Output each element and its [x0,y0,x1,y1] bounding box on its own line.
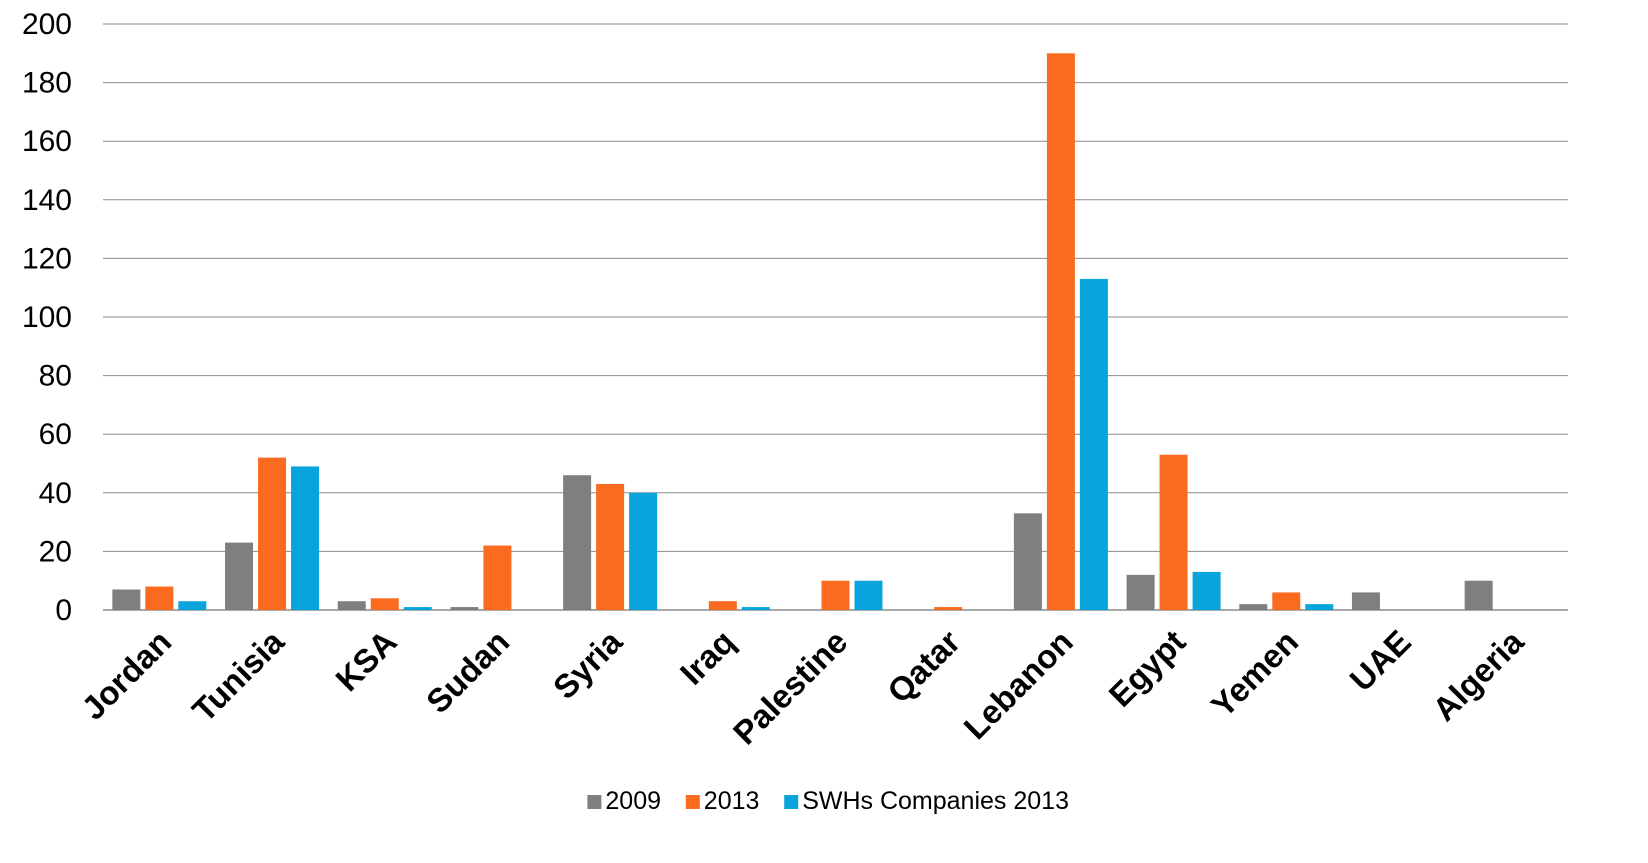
bar-yemen-series-1 [1272,592,1301,610]
y-tick-label: 0 [55,594,72,627]
bar-tunisia-series-0 [225,542,254,610]
bar-algeria-series-0 [1464,580,1493,610]
bar-sudan-series-0 [450,607,479,610]
x-tick-label: Yemen [1204,623,1305,724]
legend-label: 2009 [605,787,661,815]
bar-jordan-series-0 [112,589,141,610]
x-tick-label: Jordan [74,623,178,727]
bar-sudan-series-1 [483,545,512,610]
bar-egypt-series-1 [1159,454,1188,610]
y-tick-label: 120 [22,242,72,275]
bar-qatar-series-1 [934,607,963,610]
y-tick-label: 180 [22,67,72,100]
bar-iraq-series-2 [741,607,770,610]
y-tick-label: 160 [22,125,72,158]
x-tick-label: Egypt [1102,623,1193,714]
x-tick-label: Palestine [726,623,855,752]
bar-lebanon-series-2 [1079,278,1108,610]
bar-ksa-series-0 [337,601,366,610]
y-tick-label: 140 [22,184,72,217]
x-tick-label: Tunisia [185,622,292,729]
x-tick-label: Algeria [1425,622,1531,728]
bar-egypt-series-2 [1192,571,1221,610]
bar-tunisia-series-1 [258,457,287,610]
x-tick-label: KSA [328,623,403,698]
bar-yemen-series-2 [1305,604,1334,610]
x-tick-label: UAE [1342,623,1417,698]
legend: 2009 2013 SWHs Companies 2013 [587,787,1069,815]
bar-ksa-series-2 [403,607,432,610]
grid-layer [103,23,1568,611]
legend-swatch [784,795,799,809]
x-tick-label: Syria [546,622,630,706]
bar-syria-series-0 [563,475,592,610]
bar-jordan-series-1 [145,586,174,610]
bar-tunisia-series-2 [291,466,320,610]
legend-label: SWHs Companies 2013 [802,787,1069,815]
y-tick-label: 100 [22,301,72,334]
x-tick-label: Qatar [880,623,967,710]
bar-iraq-series-1 [708,601,737,610]
bars [112,53,1493,611]
x-tick-label: Iraq [673,623,742,692]
y-axis-ticks: 0 20 40 60 80 100 120 140 160 180 200 [22,8,72,627]
y-tick-label: 200 [22,8,72,41]
y-tick-label: 40 [39,477,72,510]
x-tick-label: Sudan [419,623,516,720]
bar-jordan-series-2 [178,601,207,610]
bar-ksa-series-1 [370,598,399,610]
y-tick-label: 80 [39,360,72,393]
y-tick-label: 60 [39,418,72,451]
bar-yemen-series-0 [1239,604,1268,610]
bar-uae-series-0 [1351,592,1380,610]
bar-syria-series-2 [629,492,658,610]
bar-lebanon-series-0 [1013,513,1042,610]
legend-swatch [685,795,700,809]
bar-palestine-series-1 [821,580,850,610]
y-tick-label: 20 [39,535,72,568]
bar-palestine-series-2 [854,580,883,610]
bar-egypt-series-0 [1126,574,1155,610]
legend-label: 2013 [704,787,760,815]
legend-swatch [587,795,602,809]
bar-syria-series-1 [596,484,625,610]
bar-lebanon-series-1 [1046,53,1075,611]
x-tick-label: Lebanon [956,623,1079,746]
